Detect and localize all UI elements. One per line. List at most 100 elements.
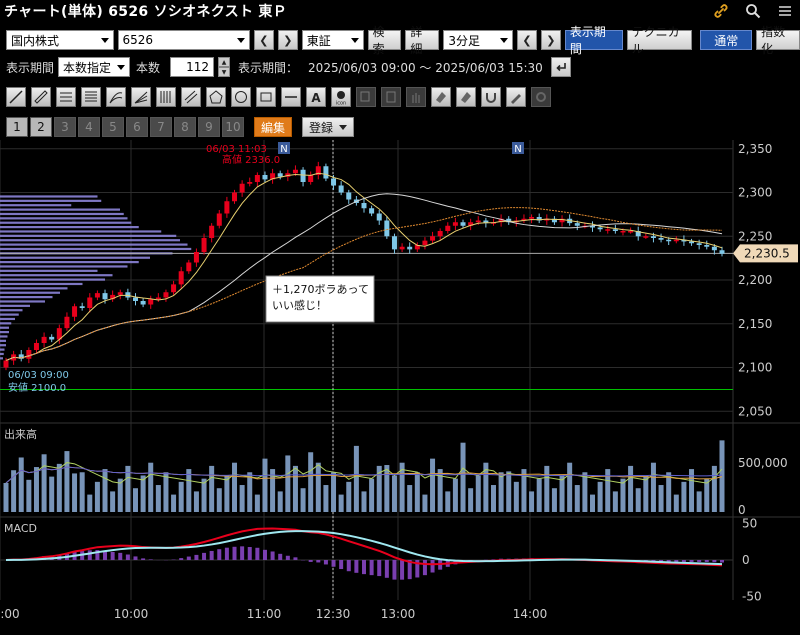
page-tab-4[interactable]: 4	[78, 117, 100, 137]
reset-period-button[interactable]	[550, 57, 571, 77]
circle-tool-button[interactable]	[231, 87, 251, 107]
fan2-tool-button[interactable]	[131, 87, 151, 107]
period-mode-select[interactable]: 本数指定	[58, 57, 131, 77]
price-profile-bar	[0, 208, 120, 211]
link-icon[interactable]	[712, 2, 730, 20]
volume-bar	[3, 483, 9, 512]
candle-body	[209, 225, 215, 238]
candle-body	[544, 218, 550, 221]
hlines-tool-button[interactable]	[56, 87, 76, 107]
hline-tool-button[interactable]	[281, 87, 301, 107]
period-toolbar: 表示期間 本数指定 本数 112 ▲ ▼ 表示期間： 2025/06/03 09…	[0, 57, 800, 77]
volume-bar	[407, 485, 413, 512]
interval-select[interactable]: 3分足	[443, 30, 514, 50]
ruler-tool-button[interactable]	[31, 87, 51, 107]
detail-button[interactable]: 詳細	[405, 25, 440, 56]
menu-icon[interactable]	[776, 2, 794, 20]
price-tick-label: 2,050	[738, 404, 772, 418]
price-profile-bar	[0, 199, 102, 202]
rect-tool-button[interactable]	[256, 87, 276, 107]
stepper-down-icon[interactable]: ▼	[218, 67, 231, 77]
fan-tool-button[interactable]	[106, 87, 126, 107]
chart-container[interactable]: 2,350 2,300 2,250 2,200 2,150 2,100 2,050 2,230…	[0, 140, 800, 635]
settings-tool-button[interactable]	[531, 87, 551, 107]
page-tab-9[interactable]: 9	[198, 117, 220, 137]
eraser-tool-button[interactable]	[431, 87, 451, 107]
symbol-input[interactable]: 6526	[117, 30, 250, 50]
volume-bar	[224, 475, 230, 512]
price-profile-bar	[0, 274, 113, 277]
channel-icon	[184, 90, 198, 104]
candle-body	[338, 185, 344, 193]
candle-body	[315, 166, 321, 175]
pen-icon	[511, 94, 521, 104]
pen-tool-button[interactable]	[506, 87, 526, 107]
register-button[interactable]: 登録	[302, 117, 355, 137]
page-tab-8[interactable]: 8	[174, 117, 196, 137]
page-tab-1[interactable]: 1	[6, 117, 28, 137]
candle-body	[612, 229, 618, 231]
hlines-dense-tool-button[interactable]	[81, 87, 101, 107]
eraser2-tool-button[interactable]	[456, 87, 476, 107]
count-input[interactable]: 112	[170, 57, 215, 77]
page-tab-10[interactable]: 10	[222, 117, 244, 137]
magnet-tool-button[interactable]	[481, 87, 501, 107]
next-symbol-button[interactable]: ❯	[277, 30, 298, 50]
edit-button[interactable]: 編集	[254, 117, 293, 137]
ma-long-line	[5, 207, 723, 361]
line-tool-button[interactable]	[6, 87, 26, 107]
market-select[interactable]: 国内株式	[6, 30, 114, 50]
pentagon-tool-button[interactable]	[206, 87, 226, 107]
candle-body	[323, 166, 329, 179]
page-tab-5[interactable]: 5	[102, 117, 124, 137]
time-tick-label: 11:00	[247, 607, 282, 621]
range-label: 表示期間：	[238, 60, 299, 75]
volume-bar	[323, 485, 329, 512]
search-icon[interactable]	[744, 2, 762, 20]
hand-tool-button[interactable]	[406, 87, 426, 107]
range-value: 2025/06/03 09:00 〜 2025/06/03 15:30	[308, 60, 543, 75]
macd-histogram-bar	[232, 546, 237, 560]
vlines-tool-button[interactable]	[156, 87, 176, 107]
price-profile-bar	[0, 335, 8, 338]
hline-icon	[285, 96, 297, 98]
low-time-label: 06/03 09:00	[8, 370, 69, 381]
page-tab-6[interactable]: 6	[126, 117, 148, 137]
current-price-label: 2,230.5	[744, 246, 790, 260]
paste-tool-button[interactable]	[381, 87, 401, 107]
technical-button[interactable]: テクニカル	[626, 25, 693, 56]
prev-symbol-button[interactable]: ❮	[253, 30, 274, 50]
page-tab-2[interactable]: 2	[30, 117, 52, 137]
count-stepper[interactable]: ▲ ▼	[218, 57, 231, 77]
macd-histogram-bar	[224, 547, 229, 560]
price-chart-svg[interactable]: 2,350 2,300 2,250 2,200 2,150 2,100 2,050 2,230…	[0, 140, 800, 635]
prev-interval-button[interactable]: ❮	[517, 30, 537, 50]
line-icon	[9, 90, 23, 104]
volume-bar	[140, 475, 146, 512]
macd-histogram-bar	[179, 558, 184, 560]
candle-body	[117, 292, 123, 295]
page-tab-7[interactable]: 7	[150, 117, 172, 137]
stepper-up-icon[interactable]: ▲	[218, 57, 231, 67]
next-interval-button[interactable]: ❯	[540, 30, 561, 50]
volume-bar	[468, 488, 474, 512]
search-button[interactable]: 検索	[367, 25, 402, 56]
eraser2-icon	[461, 92, 471, 103]
eraser-icon	[436, 92, 446, 103]
price-profile-bar	[0, 239, 180, 242]
volume-bar	[513, 481, 519, 512]
macd-title: MACD	[4, 522, 37, 535]
copy-tool-button[interactable]	[356, 87, 376, 107]
page-tabs: 1 2 3 4 5 6 7 8 9 10 編集 登録	[0, 116, 800, 138]
normal-mode-button[interactable]: 通常	[700, 30, 753, 50]
price-profile-bar	[0, 331, 9, 334]
index-mode-button[interactable]: 指数化	[756, 25, 800, 56]
text-tool-button[interactable]: A	[306, 87, 326, 107]
candle-body	[437, 231, 443, 237]
channel-tool-button[interactable]	[181, 87, 201, 107]
display-period-button[interactable]: 表示期間	[564, 25, 623, 56]
icon-tool-button[interactable]: icon	[331, 87, 351, 107]
page-tab-3[interactable]: 3	[54, 117, 76, 137]
exchange-select[interactable]: 東証	[301, 30, 364, 50]
candle-body	[94, 293, 100, 298]
